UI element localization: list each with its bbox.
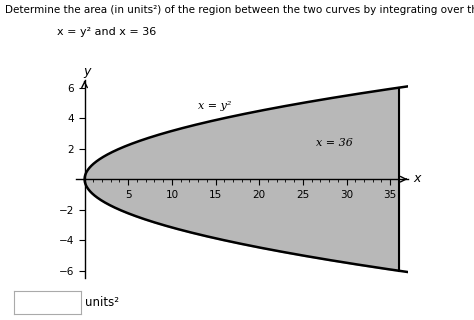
Text: x = 36: x = 36	[316, 138, 353, 148]
Text: x: x	[413, 172, 420, 185]
Text: x = y² and x = 36: x = y² and x = 36	[57, 27, 156, 37]
Text: units²: units²	[85, 296, 119, 309]
Text: y: y	[83, 66, 91, 78]
Text: Determine the area (in units²) of the region between the two curves by integrati: Determine the area (in units²) of the re…	[5, 5, 474, 15]
Text: x = y²: x = y²	[198, 101, 231, 111]
